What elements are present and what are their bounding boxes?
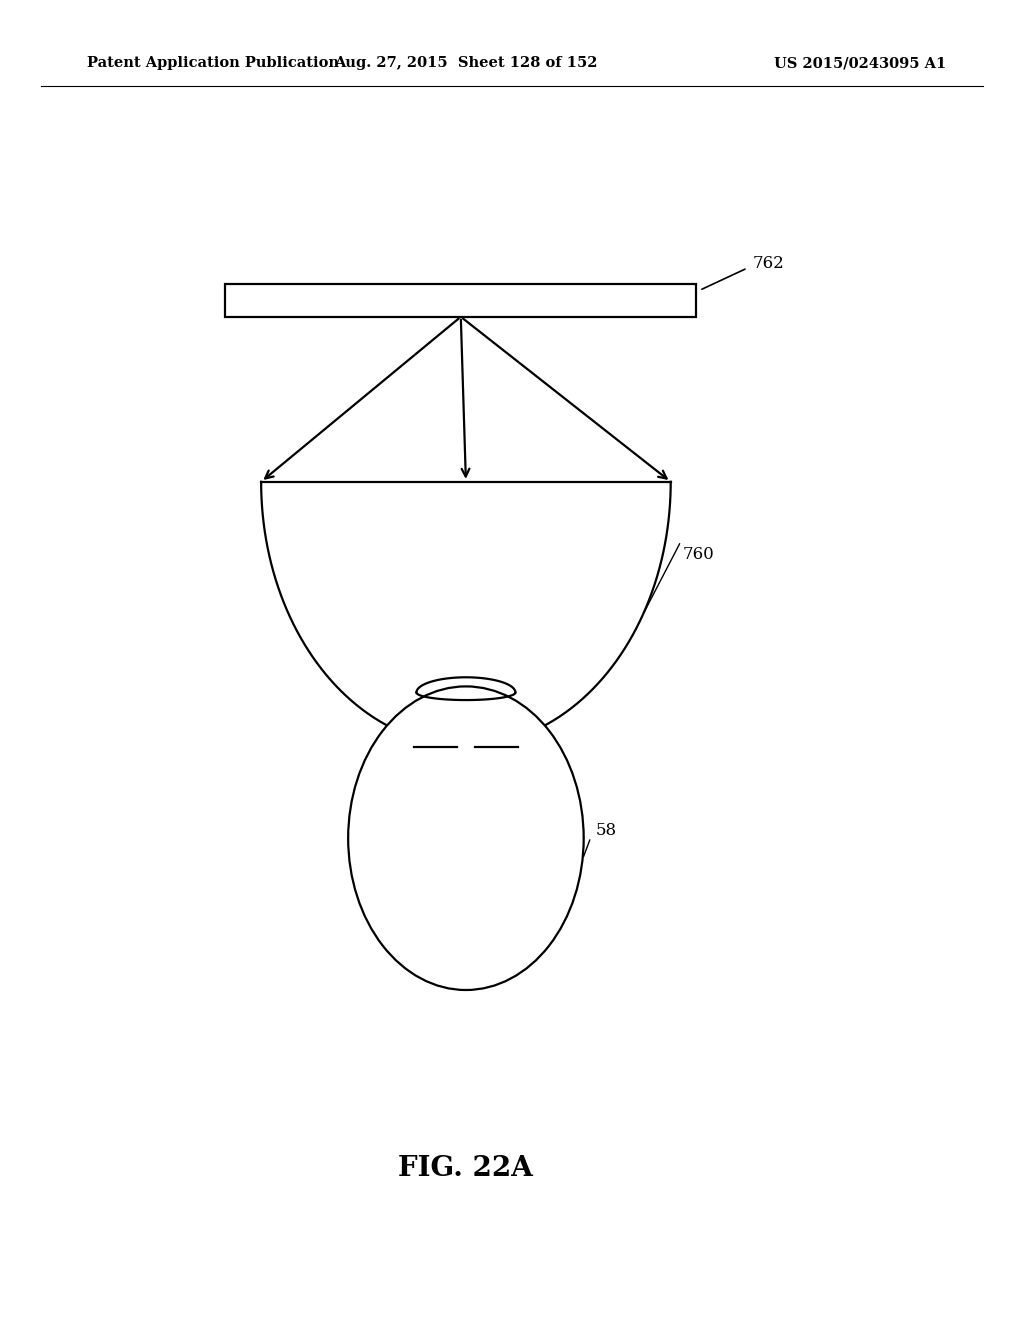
Text: FIG. 22A: FIG. 22A	[398, 1155, 534, 1181]
Text: US 2015/0243095 A1: US 2015/0243095 A1	[774, 57, 946, 70]
Text: Patent Application Publication: Patent Application Publication	[87, 57, 339, 70]
Text: 760: 760	[683, 546, 715, 562]
Bar	[225, 284, 696, 317]
Text: 58: 58	[596, 822, 617, 840]
Text: Aug. 27, 2015  Sheet 128 of 152: Aug. 27, 2015 Sheet 128 of 152	[334, 57, 598, 70]
Text: 762: 762	[753, 256, 784, 272]
Circle shape	[348, 686, 584, 990]
